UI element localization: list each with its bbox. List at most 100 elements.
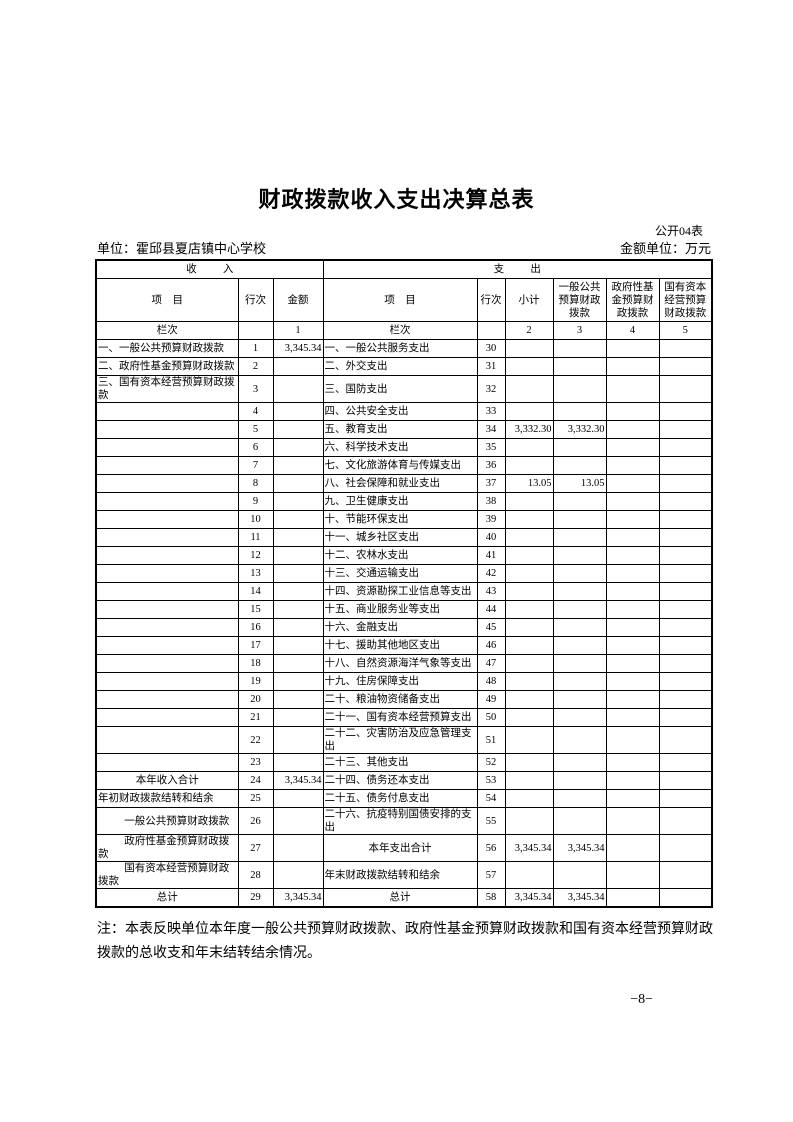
cell-general-budget — [552, 672, 607, 691]
index-fund: 4 — [605, 321, 660, 340]
cell-expense-item: 二十二、灾害防治及应急管理支出 — [322, 726, 478, 754]
index-amount: 1 — [272, 321, 324, 340]
cell-expense-row-no: 37 — [476, 474, 506, 493]
cell-expense-item: 十四、资源勘探工业信息等支出 — [322, 582, 478, 601]
table-row: 11 十一、城乡社区支出 40 — [95, 528, 713, 547]
cell-income-row-no: 15 — [237, 600, 274, 619]
table-row: 15 十五、商业服务业等支出 44 — [95, 600, 713, 619]
cell-income-item — [95, 726, 239, 754]
cell-state-capital — [658, 420, 713, 439]
cell-income-item — [95, 564, 239, 583]
cell-subtotal: 13.05 — [504, 474, 554, 493]
cell-subtotal — [504, 726, 554, 754]
cell-expense-item: 十一、城乡社区支出 — [322, 528, 478, 547]
cell-subtotal — [504, 654, 554, 673]
cell-expense-item: 一、一般公共服务支出 — [322, 339, 478, 358]
cell-expense-item: 二十三、其他支出 — [322, 753, 478, 772]
cell-income-amount — [272, 834, 324, 862]
cell-income-amount — [272, 402, 324, 421]
cell-income-amount — [272, 420, 324, 439]
cell-income-item — [95, 438, 239, 457]
index-capital: 5 — [658, 321, 713, 340]
cell-income-row-no: 5 — [237, 420, 274, 439]
cell-general-budget — [552, 492, 607, 511]
cell-general-budget — [552, 438, 607, 457]
cell-govt-fund — [605, 636, 660, 655]
cell-expense-row-no: 49 — [476, 690, 506, 709]
cell-general-budget — [552, 600, 607, 619]
cell-expense-item: 十九、住房保障支出 — [322, 672, 478, 691]
table-row: 23 二十三、其他支出 52 — [95, 753, 713, 772]
cell-expense-item: 本年支出合计 — [322, 834, 478, 862]
cell-state-capital — [658, 456, 713, 475]
table-row: 14 十四、资源勘探工业信息等支出 43 — [95, 582, 713, 601]
fiscal-appropriation-table: 收入 支出 项目 行次 金额 项目 行次 小计 一般公共预算财政拨款 政府性基金… — [95, 259, 713, 908]
cell-income-amount — [272, 456, 324, 475]
income-section-header: 收入 — [95, 259, 324, 279]
cell-state-capital — [658, 564, 713, 583]
cell-subtotal — [504, 753, 554, 772]
cell-expense-row-no: 32 — [476, 375, 506, 403]
cell-subtotal — [504, 861, 554, 889]
table-row: 本年收入合计 24 3,345.34 二十四、债务还本支出 53 — [95, 771, 713, 790]
cell-expense-item: 二十四、债务还本支出 — [322, 771, 478, 790]
cell-general-budget — [552, 618, 607, 637]
cell-expense-row-no: 51 — [476, 726, 506, 754]
cell-state-capital — [658, 375, 713, 403]
cell-govt-fund — [605, 528, 660, 547]
cell-income-item — [95, 690, 239, 709]
cell-income-amount — [272, 474, 324, 493]
table-row: 17 十七、援助其他地区支出 46 — [95, 636, 713, 655]
cell-income-row-no: 23 — [237, 753, 274, 772]
cell-expense-row-no: 55 — [476, 807, 506, 835]
cell-expense-row-no: 35 — [476, 438, 506, 457]
cell-expense-row-no: 40 — [476, 528, 506, 547]
cell-expense-item: 四、公共安全支出 — [322, 402, 478, 421]
cell-income-amount — [272, 375, 324, 403]
cell-income-item — [95, 708, 239, 727]
table-row: 一、一般公共预算财政拨款 1 3,345.34 一、一般公共服务支出 30 — [95, 339, 713, 358]
general-budget-header: 一般公共预算财政拨款 — [552, 278, 607, 322]
table-row: 三、国有资本经营预算财政拨款 3 三、国防支出 32 — [95, 375, 713, 403]
cell-subtotal — [504, 375, 554, 403]
cell-general-budget — [552, 510, 607, 529]
table-row: 总计 29 3,345.34 总计 58 3,345.34 3,345.34 — [95, 888, 713, 908]
cell-state-capital — [658, 654, 713, 673]
cell-income-row-no: 4 — [237, 402, 274, 421]
cell-income-row-no: 6 — [237, 438, 274, 457]
cell-income-item — [95, 528, 239, 547]
index-label: 栏次 — [322, 321, 478, 340]
cell-govt-fund — [605, 420, 660, 439]
cell-expense-item: 总计 — [322, 888, 478, 908]
cell-income-item — [95, 672, 239, 691]
cell-income-amount — [272, 492, 324, 511]
cell-state-capital — [658, 510, 713, 529]
cell-income-amount: 3,345.34 — [272, 888, 324, 908]
cell-income-row-no: 13 — [237, 564, 274, 583]
table-row: 年初财政拨款结转和结余 25 二十五、债务付息支出 54 — [95, 789, 713, 808]
cell-income-amount — [272, 528, 324, 547]
cell-state-capital — [658, 528, 713, 547]
cell-expense-item: 八、社会保障和就业支出 — [322, 474, 478, 493]
cell-subtotal — [504, 708, 554, 727]
cell-income-row-no: 14 — [237, 582, 274, 601]
cell-income-row-no: 21 — [237, 708, 274, 727]
income-amount-header: 金额 — [272, 278, 324, 322]
cell-expense-row-no: 52 — [476, 753, 506, 772]
cell-expense-item: 十七、援助其他地区支出 — [322, 636, 478, 655]
cell-state-capital — [658, 492, 713, 511]
cell-subtotal — [504, 600, 554, 619]
cell-income-item: 三、国有资本经营预算财政拨款 — [95, 375, 239, 403]
cell-expense-row-no: 47 — [476, 654, 506, 673]
cell-state-capital — [658, 708, 713, 727]
cell-income-amount — [272, 438, 324, 457]
cell-state-capital — [658, 402, 713, 421]
table-row: 5 五、教育支出 34 3,332.30 3,332.30 — [95, 420, 713, 439]
index-blank — [237, 321, 274, 340]
index-subtotal: 2 — [504, 321, 554, 340]
cell-income-item — [95, 456, 239, 475]
cell-income-item — [95, 510, 239, 529]
cell-subtotal — [504, 771, 554, 790]
cell-subtotal — [504, 789, 554, 808]
